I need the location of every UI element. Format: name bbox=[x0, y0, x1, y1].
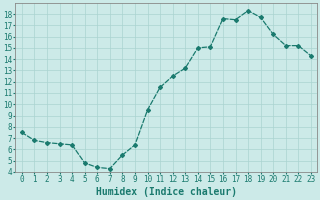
X-axis label: Humidex (Indice chaleur): Humidex (Indice chaleur) bbox=[96, 187, 237, 197]
